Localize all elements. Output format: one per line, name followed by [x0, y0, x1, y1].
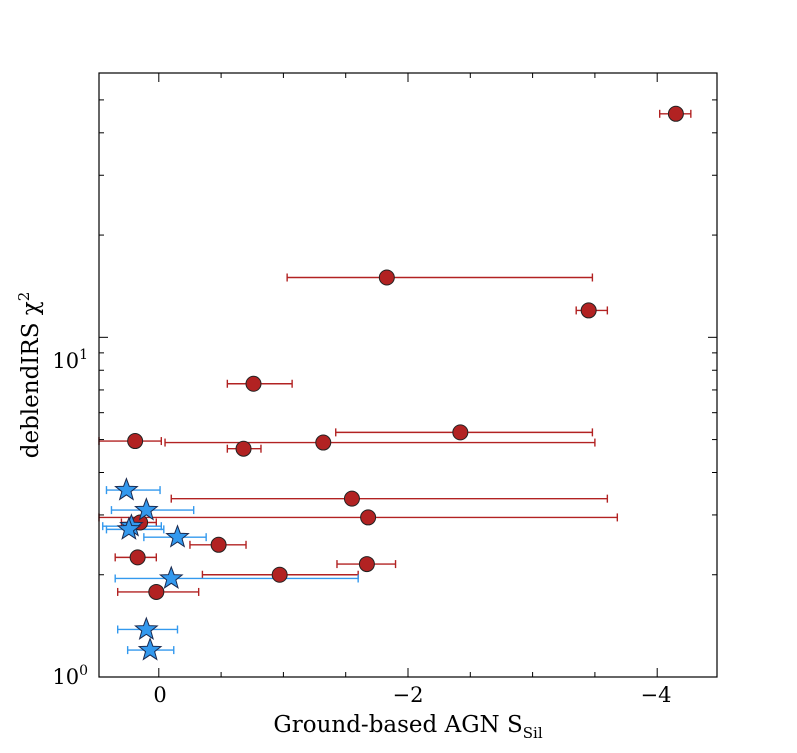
- y-tick-base: 10: [52, 349, 79, 373]
- data-point-star: [134, 616, 159, 640]
- x-tick-label-0: 0: [153, 683, 166, 707]
- minor-ticks: [99, 72, 717, 677]
- x-tick-label-neg4: −4: [641, 683, 672, 707]
- data-markers: [114, 105, 684, 661]
- data-point-star: [137, 637, 163, 661]
- data-point-circle: [667, 105, 684, 122]
- x-axis-label-sub: Sil: [523, 724, 543, 742]
- data-point-circle: [271, 566, 288, 583]
- data-point-circle: [378, 269, 395, 286]
- data-point-circle: [580, 302, 597, 319]
- y-axis-label: deblendIRS χ2: [15, 292, 44, 459]
- plot-frame: [98, 72, 718, 678]
- y-tick-exponent: 1: [79, 347, 88, 363]
- data-point-star: [114, 477, 139, 501]
- data-point-circle: [343, 490, 360, 507]
- data-point-circle: [245, 375, 262, 392]
- major-ticks: [99, 73, 717, 678]
- y-tick-label-1e0: 100: [52, 663, 88, 689]
- y-tick-exponent: 0: [79, 663, 88, 679]
- data-point-circle: [148, 583, 165, 600]
- data-point-circle: [210, 536, 227, 553]
- y-axis-label-main: deblendIRS χ: [18, 301, 44, 458]
- data-point-circle: [235, 440, 252, 457]
- data-point-circle: [127, 433, 144, 450]
- x-axis-label-main: Ground-based AGN S: [273, 712, 522, 738]
- data-point-circle: [129, 549, 146, 566]
- data-point-star: [165, 524, 190, 548]
- x-axis-label: Ground-based AGN SSil: [273, 712, 542, 742]
- data-point-circle: [360, 509, 377, 526]
- data-point-star: [116, 516, 142, 540]
- data-point-circle: [315, 434, 332, 451]
- data-point-star: [158, 565, 184, 589]
- data-point-star: [134, 497, 159, 521]
- y-tick-base: 10: [52, 665, 79, 689]
- data-point-circle: [452, 424, 469, 441]
- data-point-circle: [358, 556, 375, 573]
- x-tick-label-neg2: −2: [393, 683, 424, 707]
- y-axis-label-sup: 2: [15, 292, 33, 302]
- y-tick-label-1e1: 101: [52, 347, 88, 373]
- error-bars: [98, 109, 692, 655]
